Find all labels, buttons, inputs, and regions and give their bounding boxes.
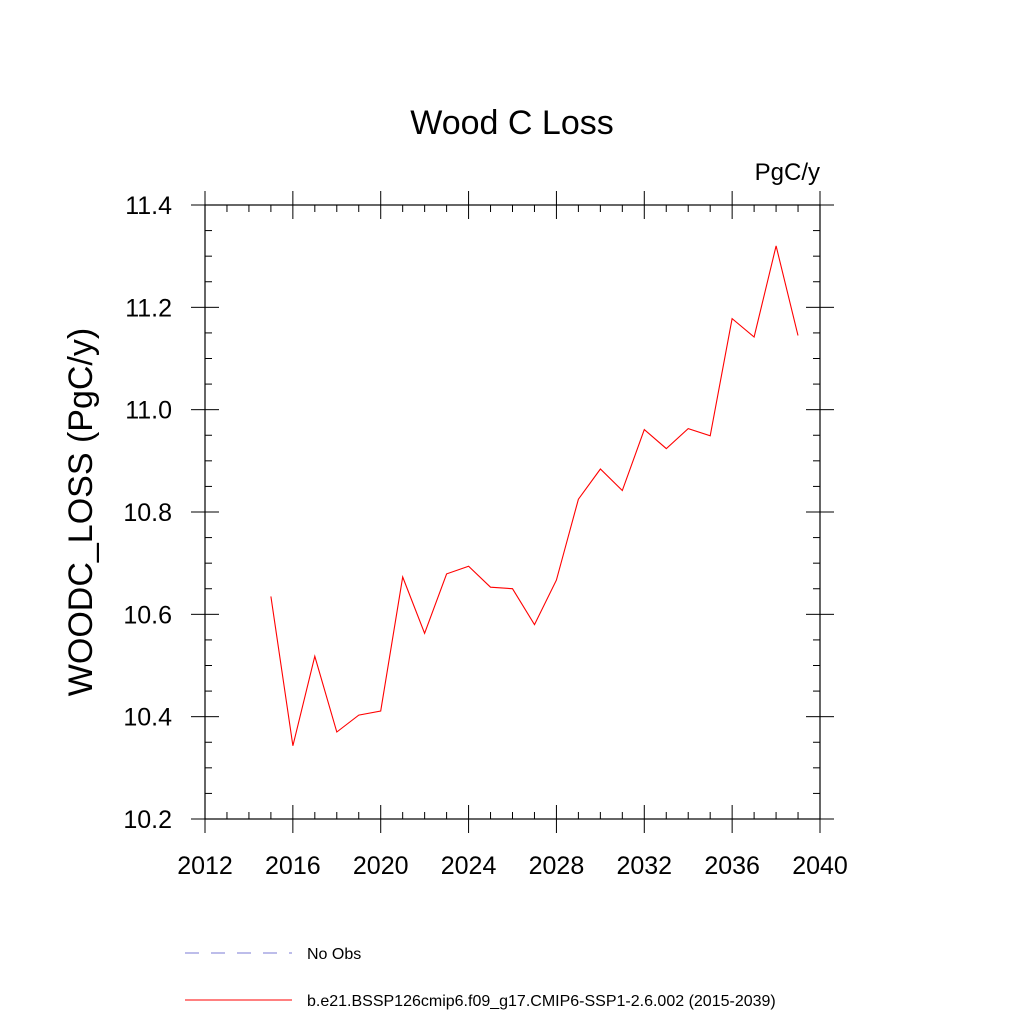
y-tick-label: 11.2 [125,294,172,322]
chart-title: Wood C Loss [410,104,613,142]
legend-label-model: b.e21.BSSP126cmip6.f09_g17.CMIP6-SSP1-2.… [307,993,776,1010]
y-tick-label: 11.0 [125,397,172,425]
legend: No Obs b.e21.BSSP126cmip6.f09_g17.CMIP6-… [185,946,776,1010]
legend-label-no-obs: No Obs [307,946,361,963]
x-tick-label: 2016 [265,852,321,880]
series-line [270,245,799,746]
y-tick-label: 10.8 [123,499,172,527]
y-tick-label: 10.2 [123,806,172,834]
x-tick-label: 2028 [529,852,585,880]
series-layer [270,245,799,746]
y-tick-label: 10.4 [123,704,172,732]
y-axis-title: WOODC_LOSS (PgC/y) [62,328,100,696]
x-tick-label: 2020 [353,852,409,880]
x-tick-label: 2024 [441,852,497,880]
units-label: PgC/y [755,159,820,186]
y-tick-label: 10.6 [123,601,172,629]
y-axis-ticks: 10.2 10.4 10.6 10.8 11.0 11.2 11.4 [123,192,834,834]
x-tick-label: 2012 [177,852,233,880]
y-tick-label: 11.4 [125,192,172,220]
x-tick-label: 2036 [704,852,760,880]
x-tick-label: 2040 [792,852,848,880]
x-axis-ticks: 2012 2016 2020 2024 2028 2032 2036 2040 [177,191,848,880]
x-tick-label: 2032 [616,852,672,880]
